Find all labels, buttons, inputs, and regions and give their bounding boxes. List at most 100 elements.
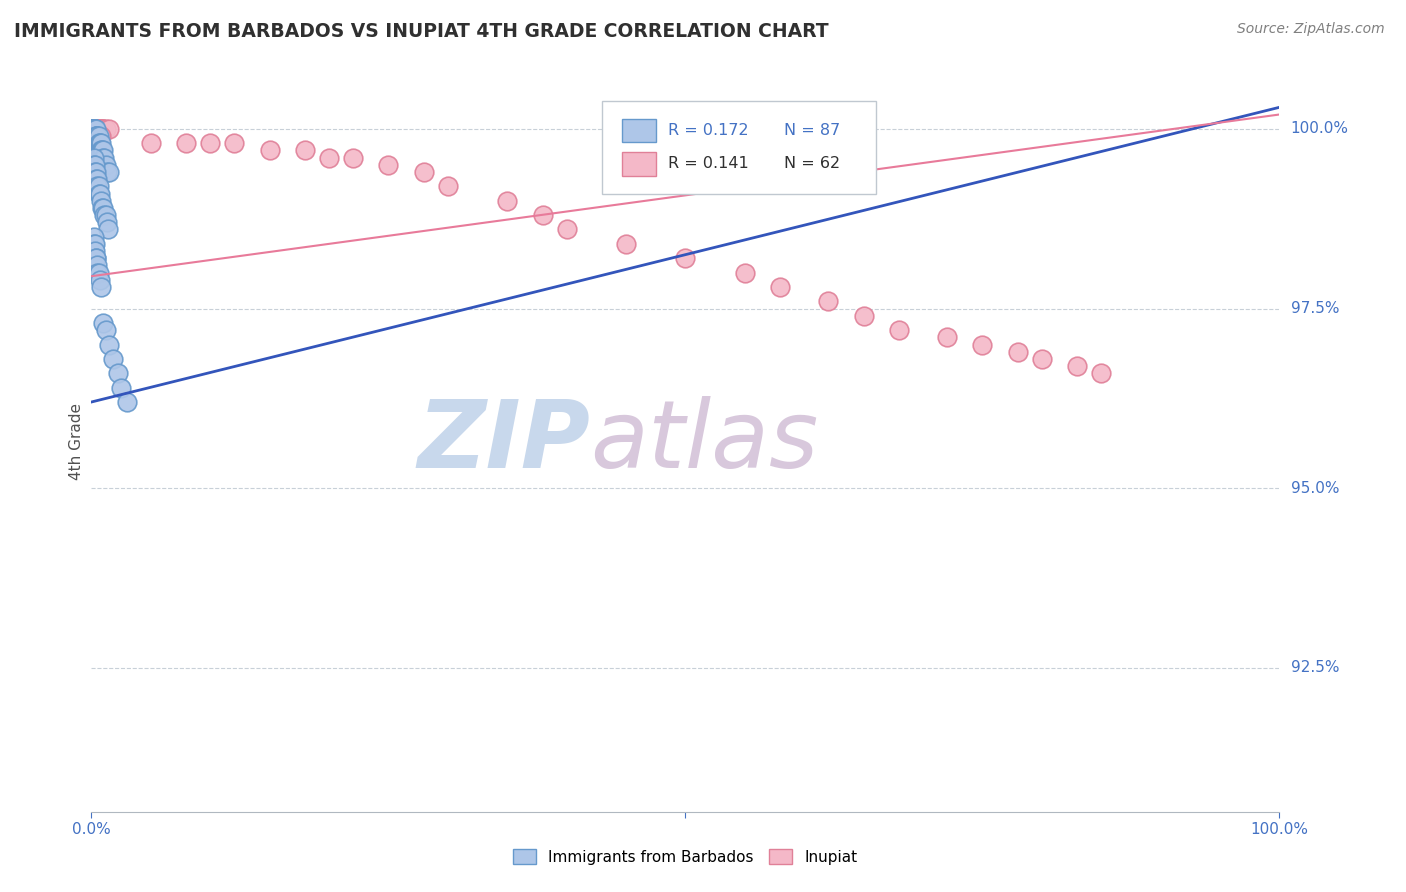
- Point: [84, 136, 107, 151]
- Point: [97, 222, 120, 236]
- Point: [83, 236, 105, 251]
- Point: [1066, 359, 1088, 373]
- Point: [82, 121, 104, 136]
- Point: [110, 381, 132, 395]
- Text: Source: ZipAtlas.com: Source: ZipAtlas.com: [1237, 22, 1385, 37]
- Point: [91, 316, 114, 330]
- Point: [84, 121, 107, 136]
- Point: [531, 208, 554, 222]
- Point: [84, 136, 107, 151]
- Point: [86, 144, 108, 158]
- Point: [91, 121, 114, 136]
- Point: [83, 121, 105, 136]
- Point: [83, 151, 105, 165]
- Point: [107, 366, 129, 380]
- Point: [83, 129, 105, 144]
- Point: [96, 215, 118, 229]
- Point: [222, 136, 245, 151]
- Point: [294, 144, 316, 158]
- Y-axis label: 4th Grade: 4th Grade: [69, 403, 84, 480]
- Point: [89, 151, 111, 165]
- Point: [84, 252, 107, 266]
- Point: [84, 165, 107, 179]
- Point: [614, 236, 637, 251]
- Point: [84, 129, 107, 144]
- Point: [89, 121, 111, 136]
- Point: [90, 280, 112, 294]
- Point: [87, 129, 110, 144]
- Point: [318, 151, 340, 165]
- Point: [84, 136, 107, 151]
- Point: [90, 194, 112, 208]
- Point: [817, 294, 839, 309]
- Point: [84, 121, 107, 136]
- Point: [84, 121, 107, 136]
- Point: [83, 121, 105, 136]
- Point: [86, 136, 108, 151]
- Point: [91, 151, 114, 165]
- Text: 100.0%: 100.0%: [1291, 121, 1348, 136]
- Point: [83, 158, 105, 172]
- Point: [200, 136, 222, 151]
- Point: [86, 259, 108, 273]
- Point: [86, 129, 108, 144]
- Point: [82, 121, 104, 136]
- Point: [377, 158, 399, 172]
- Text: ZIP: ZIP: [418, 395, 591, 488]
- Point: [86, 121, 108, 136]
- Legend: Immigrants from Barbados, Inupiat: Immigrants from Barbados, Inupiat: [508, 843, 863, 871]
- Point: [84, 244, 107, 258]
- Point: [83, 121, 105, 136]
- Point: [84, 121, 107, 136]
- Point: [82, 121, 104, 136]
- Point: [84, 136, 107, 151]
- Point: [86, 266, 108, 280]
- Point: [89, 273, 111, 287]
- Point: [83, 129, 105, 144]
- Point: [84, 129, 107, 144]
- Point: [84, 136, 107, 151]
- Point: [83, 229, 105, 244]
- Point: [87, 121, 110, 136]
- Point: [84, 144, 107, 158]
- Point: [86, 179, 108, 194]
- Point: [91, 121, 114, 136]
- Point: [89, 121, 111, 136]
- Point: [91, 151, 114, 165]
- Point: [84, 121, 107, 136]
- Point: [98, 165, 121, 179]
- Point: [93, 151, 115, 165]
- Point: [1090, 366, 1112, 380]
- Text: IMMIGRANTS FROM BARBADOS VS INUPIAT 4TH GRADE CORRELATION CHART: IMMIGRANTS FROM BARBADOS VS INUPIAT 4TH …: [14, 22, 828, 41]
- Point: [83, 136, 105, 151]
- Point: [94, 208, 117, 222]
- Point: [84, 252, 107, 266]
- Point: [94, 158, 117, 172]
- Point: [89, 129, 111, 144]
- Point: [852, 309, 875, 323]
- Point: [496, 194, 519, 208]
- Point: [87, 179, 110, 194]
- Point: [342, 151, 364, 165]
- Text: 95.0%: 95.0%: [1291, 481, 1339, 496]
- FancyBboxPatch shape: [602, 101, 876, 194]
- Point: [83, 129, 105, 144]
- Point: [82, 121, 104, 136]
- Point: [89, 144, 111, 158]
- Point: [86, 136, 108, 151]
- Text: N = 87: N = 87: [785, 123, 841, 138]
- Point: [87, 144, 110, 158]
- Point: [86, 129, 108, 144]
- Point: [115, 395, 138, 409]
- Point: [83, 121, 105, 136]
- Point: [89, 136, 111, 151]
- Text: 97.5%: 97.5%: [1291, 301, 1339, 316]
- Point: [83, 121, 105, 136]
- Point: [82, 129, 104, 144]
- Point: [91, 201, 114, 215]
- Point: [84, 136, 107, 151]
- Point: [101, 351, 124, 366]
- Point: [84, 121, 107, 136]
- Text: R = 0.141: R = 0.141: [668, 156, 748, 171]
- Point: [93, 208, 115, 222]
